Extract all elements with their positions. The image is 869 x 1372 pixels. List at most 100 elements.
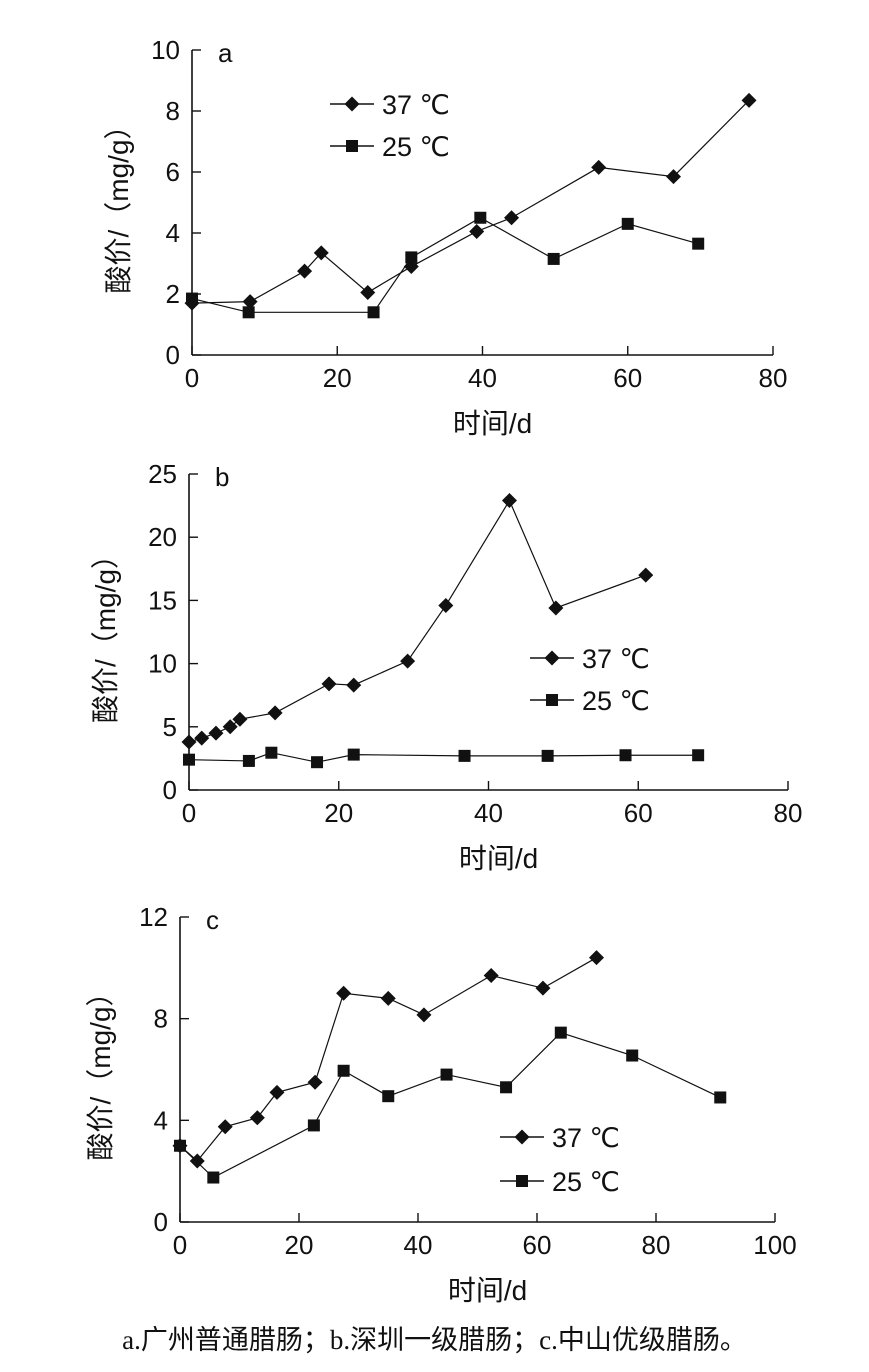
y-tick-label: 15 bbox=[148, 585, 177, 615]
y-tick-label: 20 bbox=[148, 522, 177, 552]
legend-label: 37 ℃ bbox=[582, 644, 650, 674]
legend-marker bbox=[546, 694, 558, 706]
x-tick-label: 0 bbox=[185, 363, 199, 393]
data-point bbox=[474, 211, 487, 224]
x-tick-label: 40 bbox=[474, 798, 503, 828]
series-25c bbox=[183, 746, 705, 769]
data-point bbox=[297, 263, 313, 279]
data-point bbox=[242, 754, 255, 767]
data-point bbox=[311, 756, 324, 769]
y-tick-label: 5 bbox=[163, 712, 177, 742]
data-point bbox=[483, 967, 499, 983]
legend-marker bbox=[544, 650, 560, 666]
data-point bbox=[638, 567, 654, 583]
data-point bbox=[194, 730, 210, 746]
series-37c bbox=[172, 950, 604, 1169]
data-point bbox=[189, 1153, 205, 1169]
y-tick-label: 10 bbox=[151, 35, 180, 65]
data-point bbox=[174, 1139, 186, 1152]
x-axis-label: 时间/d bbox=[459, 843, 538, 874]
y-axis-label: 酸价/（mg/g） bbox=[90, 541, 121, 723]
x-tick-label: 100 bbox=[753, 1230, 796, 1260]
data-point bbox=[500, 1081, 513, 1094]
x-axis-label: 时间/d bbox=[448, 1275, 527, 1306]
data-point bbox=[269, 1084, 285, 1100]
series-line bbox=[179, 1031, 721, 1179]
y-tick-label: 12 bbox=[139, 902, 168, 932]
data-point bbox=[400, 653, 416, 669]
data-point bbox=[186, 292, 198, 305]
y-tick-label: 10 bbox=[148, 649, 177, 679]
data-point bbox=[267, 705, 283, 721]
x-tick-label: 40 bbox=[468, 363, 497, 393]
data-point bbox=[360, 284, 376, 300]
legend-label: 25 ℃ bbox=[552, 1167, 620, 1197]
data-point bbox=[504, 210, 520, 226]
data-point bbox=[714, 1091, 727, 1104]
y-tick-label: 6 bbox=[166, 157, 180, 187]
data-point bbox=[548, 600, 564, 616]
series-37c bbox=[184, 92, 757, 311]
legend-label: 25 ℃ bbox=[582, 686, 650, 716]
legend-marker bbox=[346, 140, 358, 152]
data-point bbox=[458, 749, 471, 762]
y-tick-label: 25 bbox=[148, 459, 177, 489]
panel-label: b bbox=[215, 462, 229, 492]
data-point bbox=[183, 753, 195, 766]
data-point bbox=[207, 1171, 220, 1184]
data-point bbox=[554, 1026, 567, 1039]
data-point bbox=[591, 159, 607, 175]
data-point bbox=[307, 1074, 323, 1090]
y-tick-label: 0 bbox=[154, 1207, 168, 1237]
y-tick-label: 0 bbox=[163, 775, 177, 805]
panel-label: c bbox=[206, 905, 219, 935]
y-tick-label: 4 bbox=[166, 218, 180, 248]
data-point bbox=[416, 1007, 432, 1023]
data-point bbox=[621, 217, 634, 230]
data-point bbox=[346, 677, 362, 693]
data-point bbox=[541, 749, 554, 762]
legend-label: 25 ℃ bbox=[382, 132, 450, 162]
series-line bbox=[188, 499, 646, 743]
y-axis-label: 酸价/（mg/g） bbox=[103, 111, 134, 293]
series-25c bbox=[174, 1026, 727, 1184]
legend-marker bbox=[516, 1175, 528, 1187]
data-point bbox=[336, 985, 352, 1001]
y-tick-label: 4 bbox=[154, 1105, 168, 1135]
data-point bbox=[692, 237, 705, 250]
data-point bbox=[619, 749, 632, 762]
y-tick-label: 2 bbox=[166, 279, 180, 309]
data-point bbox=[535, 980, 551, 996]
data-point bbox=[307, 1119, 320, 1132]
data-point bbox=[382, 1090, 395, 1103]
legend-label: 37 ℃ bbox=[552, 1123, 620, 1153]
data-point bbox=[242, 306, 255, 319]
data-point bbox=[440, 1068, 453, 1081]
data-point bbox=[181, 734, 197, 750]
data-point bbox=[222, 719, 238, 735]
figure-caption: a.广州普通腊肠；b.深圳一级腊肠；c.中山优级腊肠。 bbox=[122, 1325, 747, 1355]
y-tick-label: 0 bbox=[166, 340, 180, 370]
series-line bbox=[191, 217, 699, 313]
x-tick-label: 60 bbox=[613, 363, 642, 393]
data-point bbox=[589, 950, 604, 966]
legend-label: 37 ℃ bbox=[382, 90, 450, 120]
data-point bbox=[313, 245, 329, 261]
x-tick-label: 20 bbox=[323, 363, 352, 393]
data-point bbox=[741, 92, 757, 108]
x-tick-label: 60 bbox=[624, 798, 653, 828]
data-point bbox=[232, 711, 248, 727]
series-line bbox=[179, 957, 597, 1162]
data-point bbox=[242, 294, 258, 310]
data-point bbox=[692, 749, 705, 762]
chart-panel-a: 0 2 4 6 8 10 0 20 40 60 80 a 时间/d 酸价/（mg/g） 37 ℃ 25 ℃ bbox=[103, 35, 787, 439]
series-37c bbox=[181, 493, 654, 750]
data-point bbox=[438, 597, 454, 613]
legend-marker bbox=[344, 96, 360, 112]
data-point bbox=[208, 725, 224, 741]
data-point bbox=[380, 990, 396, 1006]
data-point bbox=[666, 169, 682, 185]
chart-panel-b: 0 5 10 15 20 25 0 20 40 60 80 b 时间/d 酸价/（mg/g） 37 ℃ 25 … bbox=[90, 459, 802, 874]
panel-label: a bbox=[218, 38, 233, 68]
